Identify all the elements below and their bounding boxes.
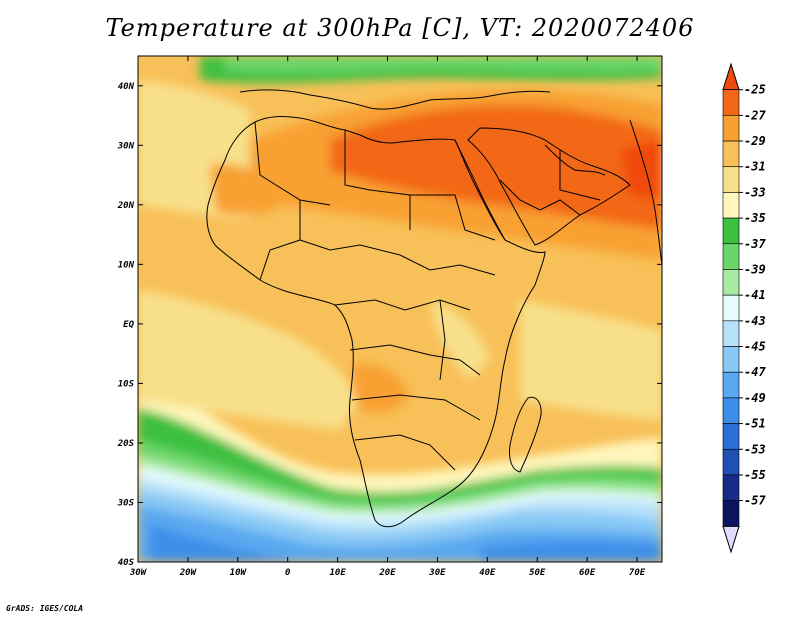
colorbar-box [722,217,740,245]
colorbar-top-triangle [722,62,740,91]
coastlines [206,89,662,528]
colorbar-label: -41 [744,288,766,302]
lon-tick-label: 50E [529,568,546,578]
lon-tick-label: 30W [129,568,148,578]
colorbar-box [722,166,740,193]
colorbar-label: -29 [744,134,766,148]
border-1 [254,121,331,206]
red-sea [454,139,506,241]
colorbar-box [722,243,740,270]
colorbar-label: -31 [744,160,766,174]
persian-gulf [544,144,606,176]
colorbar-box [722,192,740,219]
colorbar-box [722,371,740,399]
colorbar-box [722,474,740,501]
border-4 [299,200,361,251]
colorbar-label: -57 [744,494,766,508]
lat-tick-label: 30S [117,498,135,508]
border-12 [499,179,581,216]
lon-tick-label: 30E [428,568,446,578]
colorbar-box [722,448,740,476]
colorbar-label: -39 [744,262,766,276]
lon-tick-label: 20W [179,568,198,578]
lat-tick-label: 10S [118,379,135,389]
border-7 [349,344,481,376]
colorbar-label: -51 [744,417,766,431]
india-coast [629,119,662,266]
colorbar-box [722,397,740,424]
lon-tick-label: 60E [579,568,596,578]
lat-tick-label: 20S [117,439,135,449]
lon-tick-label: 10W [230,568,248,578]
colorbar-label: -35 [744,211,766,225]
colorbar-box [722,269,740,296]
colorbar-label: -37 [744,237,766,251]
lat-tick-label: 40S [118,558,135,568]
border-3 [410,194,496,241]
colorbar-label: -53 [744,442,766,456]
colorbar-box [722,500,740,527]
temperature-field [138,56,662,562]
colorbar-label: -49 [744,391,766,405]
map-axes: 30W 20W 10W 0 10E 20E 30E 40E 50E 60E 70E 40N 30N 20N… [117,56,662,578]
colorbar-label: -47 [744,365,766,379]
border-11 [439,299,446,381]
map-frame [137,55,663,563]
lon-tick-label: 20E [378,568,396,578]
border-9 [354,434,456,471]
lon-tick-label: 10E [329,568,346,578]
border-2 [344,130,411,230]
colorbar-label: -27 [744,108,766,122]
colorbar-box [722,140,740,168]
colorbar-box [722,115,740,142]
lon-tick-label: 70E [629,568,646,578]
colorbar-box [722,89,740,116]
madagascar [509,396,542,473]
arabian-peninsula [467,127,631,246]
colorbar: -25 -27 -29 -31 -33 -35 -37 -39 -41 -43 -45 -47 -49 -… [722,62,766,554]
grads-credit: GrADS: IGES/COLA [6,604,84,613]
lat-tick-label: 10N [118,260,135,270]
lon-tick-label: 40E [479,568,496,578]
colorbar-label: -43 [744,314,766,328]
colorbar-box [722,320,740,347]
lat-tick-label: 30N [117,141,135,151]
colorbar-box [722,423,740,450]
africa-coastline [206,116,546,528]
mediterranean-north [239,89,551,110]
colorbar-bottom-triangle [722,525,740,554]
border-6 [334,299,471,311]
border-8 [351,394,481,421]
colorbar-label: -33 [744,185,766,199]
map-title: Temperature at 300hPa [C], VT: 202007240… [105,14,695,42]
colorbar-label: -25 [744,83,766,97]
lon-tick-label: 0 [285,568,291,578]
colorbar-box [722,346,740,373]
colorbar-box [722,294,740,322]
lat-tick-label: 20N [117,201,135,211]
colorbar-label: -55 [744,468,766,482]
lat-tick-label: 40N [118,82,135,92]
lat-tick-label: EQ [123,320,134,330]
border-10 [259,239,301,281]
colorbar-label: -45 [744,340,766,354]
border-5 [359,244,496,276]
border-13 [559,150,601,201]
